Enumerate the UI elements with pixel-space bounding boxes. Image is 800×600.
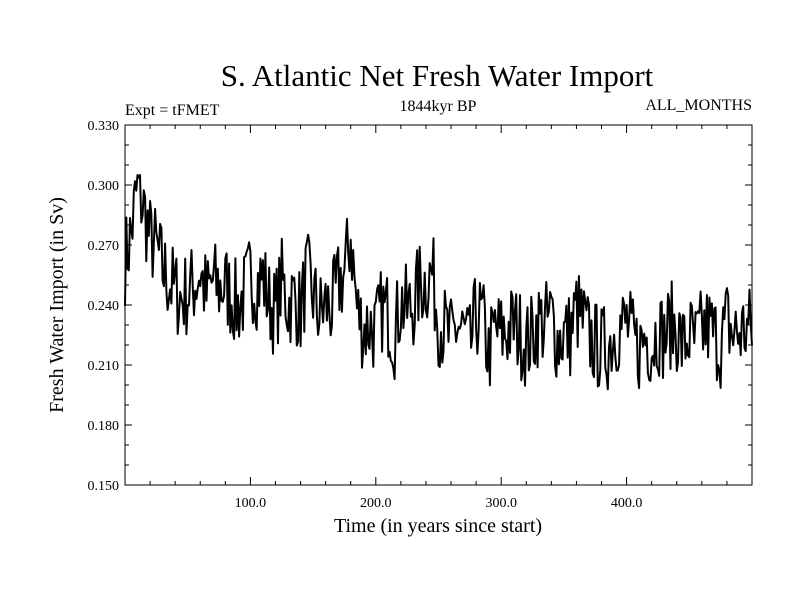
x-tick-label: 200.0 xyxy=(360,496,392,511)
series-line xyxy=(124,174,753,391)
x-tick-label: 100.0 xyxy=(235,496,267,511)
y-tick-label: 0.180 xyxy=(88,419,120,434)
period-label: 1844kyr BP xyxy=(400,98,477,115)
y-tick-label: 0.210 xyxy=(88,359,120,374)
chart-title: S. Atlantic Net Fresh Water Import xyxy=(221,58,654,93)
x-tick-label: 300.0 xyxy=(485,496,517,511)
y-tick-label: 0.270 xyxy=(88,239,120,254)
expt-label: Expt = tFMET xyxy=(125,102,220,119)
x-tick-label: 400.0 xyxy=(611,496,643,511)
y-tick-label: 0.150 xyxy=(88,479,120,494)
months-label: ALL_MONTHS xyxy=(645,97,752,114)
y-tick-label: 0.330 xyxy=(88,119,120,134)
plot-frame xyxy=(124,124,753,486)
y-axis-label: Fresh Water Import (in Sv) xyxy=(46,197,68,413)
x-axis-label: Time (in years since start) xyxy=(334,515,542,537)
y-tick-label: 0.300 xyxy=(88,179,120,194)
y-tick-label: 0.240 xyxy=(88,299,120,314)
y-tick-labels: 0.150 0.180 0.210 0.240 0.270 0.300 0.330 xyxy=(88,119,120,494)
x-tick-labels: 100.0 200.0 300.0 400.0 xyxy=(235,496,643,511)
